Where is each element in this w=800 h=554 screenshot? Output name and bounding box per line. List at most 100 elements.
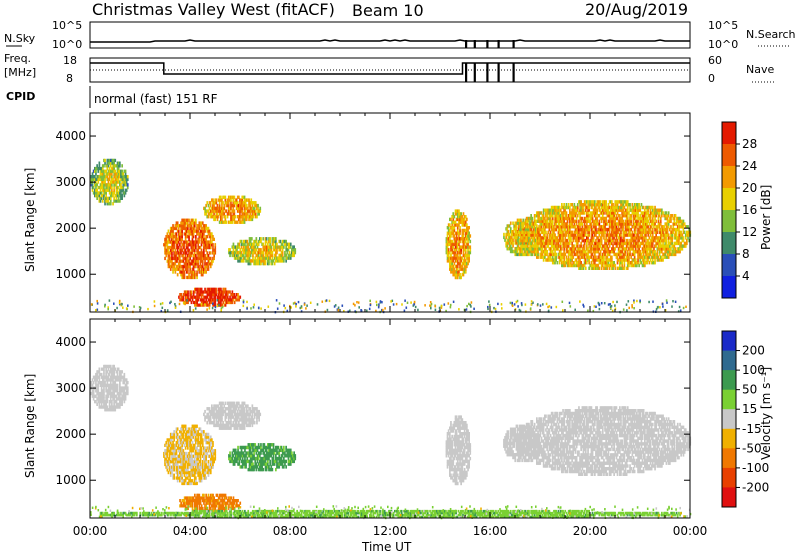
heatmap-cell [592,200,595,204]
heatmap-cell [201,273,204,277]
heatmap-cell [206,229,209,233]
heatmap-cell [631,244,634,248]
heatmap-cell [195,256,197,261]
heatmap-cell [519,247,521,251]
heatmap-cell [573,244,576,248]
heatmap-cell [171,245,173,250]
heatmap-cell [459,245,461,249]
heatmap-cell [605,211,607,215]
heatmap-cell [647,247,650,251]
heatmap-cell [462,237,465,241]
heatmap-cell [586,238,588,243]
heatmap-cell [615,216,618,221]
heatmap-cell [164,243,166,247]
heatmap-cell [194,307,197,310]
heatmap-cell [461,215,464,219]
heatmap-cell [550,244,553,248]
heatmap-cell [516,235,519,240]
heatmap-cell [658,247,661,251]
heatmap-cell [513,224,515,228]
heatmap-cell [612,236,614,240]
heatmap-cell [520,227,522,232]
heatmap-cell [111,191,113,195]
heatmap-cell [589,247,592,251]
heatmap-cell [666,230,669,234]
heatmap-cell [621,247,623,251]
heatmap-cell [96,188,98,192]
heatmap-cell [171,237,173,241]
heatmap-cell [612,300,614,304]
heatmap-cell [647,252,650,257]
heatmap-cell [161,306,164,309]
heatmap-cell [570,230,572,234]
heatmap-cell [608,233,611,237]
heatmap-cell [245,248,247,252]
heatmap-cell [224,220,227,224]
heatmap-cell [611,238,613,243]
heatmap-cell [609,258,612,262]
heatmap-cell [638,244,640,248]
heatmap-cell [589,214,592,218]
heatmap-cell [573,222,576,226]
heatmap-cell [260,261,262,266]
heatmap-cell [662,305,664,308]
heatmap-cell [632,244,635,248]
heatmap-cell [232,250,235,255]
heatmap-cell [250,201,253,205]
heatmap-cell [545,258,547,262]
heatmap-cell [631,306,633,309]
heatmap-cell [664,222,667,226]
heatmap-cell [262,245,265,249]
heatmap-cell [193,262,196,266]
heatmap-cell [659,244,662,248]
heatmap-cell [588,261,590,265]
heatmap-cell [173,267,175,271]
heatmap-cell [377,306,380,309]
heatmap-cell [467,253,469,258]
heatmap-cell [111,194,113,198]
heatmap-cell [574,308,576,311]
heatmap-cell [626,227,629,232]
heatmap-cell [306,304,308,307]
heatmap-cell [184,251,187,255]
heatmap-cell [196,303,198,307]
heatmap-cell [446,245,449,249]
heatmap-cell [612,233,614,237]
heatmap-cell [587,230,589,234]
heatmap-cell [232,217,235,222]
heatmap-cell [458,270,460,274]
heatmap-cell [191,240,194,244]
heatmap-cell [177,229,180,233]
heatmap-cell [95,166,97,171]
heatmap-cell [520,241,522,246]
heatmap-cell [211,209,213,213]
heatmap-cell [559,241,562,246]
heatmap-cell [570,258,572,262]
heatmap-cell [559,255,562,259]
heatmap-cell [611,200,613,204]
heatmap-cell [648,250,651,254]
heatmap-cell [588,208,590,212]
heatmap-cell [233,203,236,208]
heatmap-cell [612,225,614,229]
heatmap-cell [121,194,123,198]
heatmap-cell [604,230,606,234]
heatmap-cell [281,250,284,255]
heatmap-cell [624,219,627,223]
heatmap-cell [255,253,258,258]
heatmap-cell [181,267,183,271]
heatmap-cell [265,253,268,258]
heatmap-cell [223,195,226,199]
heatmap-cell [631,258,634,262]
heatmap-cell [209,240,212,244]
heatmap-cell [641,241,644,246]
heatmap-cell [249,259,252,263]
heatmap-cell [247,212,249,216]
heatmap-cell [561,255,563,259]
heatmap-cell [234,256,237,260]
heatmap-cell [236,209,239,213]
heatmap-cell [167,237,170,241]
heatmap-cell [187,298,189,302]
heatmap-cell [469,245,472,249]
heatmap-cell [559,236,562,240]
